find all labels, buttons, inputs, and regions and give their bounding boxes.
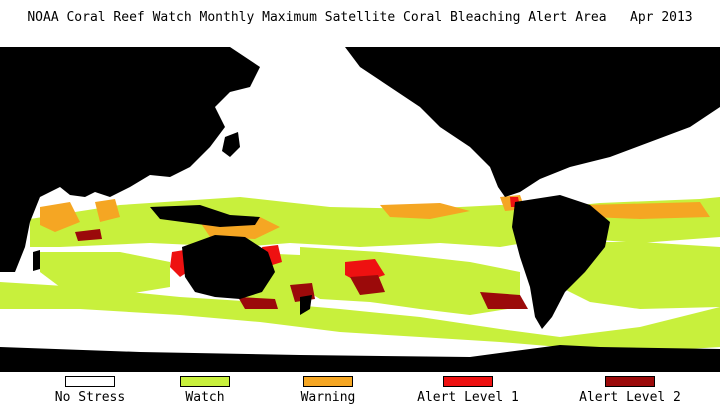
legend-swatch	[180, 376, 230, 387]
land-madagascar	[33, 250, 40, 271]
legend-label: Watch	[185, 390, 225, 405]
warning-bay-bengal	[95, 199, 120, 222]
alert2-south-australia	[238, 297, 278, 309]
warning-atlantic-equator	[585, 202, 710, 219]
land-australia	[182, 235, 275, 299]
legend-label: No Stress	[54, 390, 126, 405]
watch-indian-ocean	[40, 252, 170, 297]
land-indonesia	[150, 205, 260, 227]
world-map	[0, 47, 720, 372]
legend-swatch	[605, 376, 655, 387]
warning-central-pacific	[380, 203, 470, 219]
alert2-southern-ocean	[480, 292, 528, 309]
legend-label: Alert Level 2	[579, 390, 681, 405]
alert2-central-south-pacific	[350, 275, 385, 295]
land-antarctica	[0, 345, 720, 372]
legend-swatch	[65, 376, 115, 387]
warning-arabian-sea	[40, 202, 80, 232]
land-new-zealand	[300, 295, 312, 315]
watch-south-atlantic	[560, 242, 720, 309]
legend-swatch	[443, 376, 493, 387]
land-masses	[0, 47, 720, 372]
legend-label: Warning	[300, 390, 356, 405]
land-japan	[222, 132, 240, 157]
land-south-america	[512, 195, 610, 329]
watch-southern-band	[0, 282, 720, 352]
title-date: Apr 2013	[630, 10, 693, 25]
map-title: NOAA Coral Reef Watch Monthly Maximum Sa…	[0, 10, 720, 32]
alert2-areas	[75, 229, 528, 309]
legend-swatch	[303, 376, 353, 387]
land-eurasia-africa-west	[0, 47, 260, 272]
land-greenland	[560, 47, 640, 87]
alert2-indian	[75, 229, 102, 241]
legend-label: Alert Level 1	[417, 390, 519, 405]
land-north-america	[345, 47, 720, 197]
title-text: NOAA Coral Reef Watch Monthly Maximum Sa…	[27, 10, 607, 25]
warning-areas	[40, 195, 710, 239]
